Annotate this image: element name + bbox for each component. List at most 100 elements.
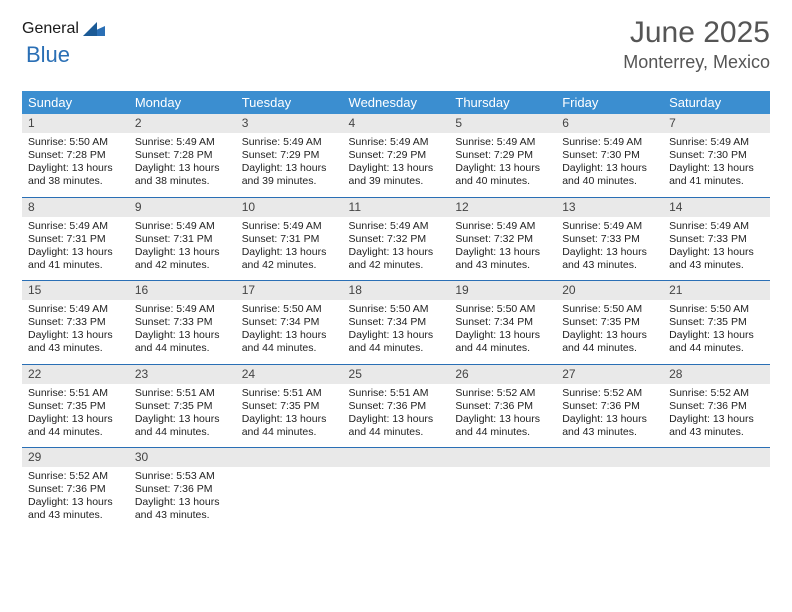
- calendar-table: Sunday Monday Tuesday Wednesday Thursday…: [22, 91, 770, 531]
- sunrise-line: Sunrise: 5:49 AM: [562, 136, 657, 149]
- day-body: Sunrise: 5:49 AMSunset: 7:28 PMDaylight:…: [129, 133, 236, 197]
- daylight-line: Daylight: 13 hours and 44 minutes.: [455, 329, 550, 355]
- calendar-day-cell: 28Sunrise: 5:52 AMSunset: 7:36 PMDayligh…: [663, 364, 770, 448]
- calendar-day-cell: [556, 448, 663, 531]
- day-body: Sunrise: 5:49 AMSunset: 7:29 PMDaylight:…: [343, 133, 450, 197]
- page-subtitle: Monterrey, Mexico: [623, 52, 770, 73]
- day-number: 11: [343, 198, 450, 217]
- title-block: June 2025 Monterrey, Mexico: [623, 16, 770, 73]
- daylight-line: Daylight: 13 hours and 44 minutes.: [135, 413, 230, 439]
- sunrise-line: Sunrise: 5:49 AM: [455, 136, 550, 149]
- daylight-line: Daylight: 13 hours and 44 minutes.: [135, 329, 230, 355]
- sunrise-line: Sunrise: 5:49 AM: [562, 220, 657, 233]
- calendar-day-cell: 2Sunrise: 5:49 AMSunset: 7:28 PMDaylight…: [129, 114, 236, 197]
- calendar-week-row: 8Sunrise: 5:49 AMSunset: 7:31 PMDaylight…: [22, 197, 770, 281]
- daylight-line: Daylight: 13 hours and 43 minutes.: [28, 496, 123, 522]
- brand-logo: General: [22, 20, 107, 38]
- daylight-line: Daylight: 13 hours and 42 minutes.: [135, 246, 230, 272]
- calendar-day-cell: 13Sunrise: 5:49 AMSunset: 7:33 PMDayligh…: [556, 197, 663, 281]
- day-body-empty: [449, 467, 556, 527]
- sunset-line: Sunset: 7:33 PM: [669, 233, 764, 246]
- sunset-line: Sunset: 7:28 PM: [135, 149, 230, 162]
- calendar-day-cell: 18Sunrise: 5:50 AMSunset: 7:34 PMDayligh…: [343, 281, 450, 365]
- calendar-day-cell: [343, 448, 450, 531]
- weekday-header: Monday: [129, 91, 236, 114]
- sunset-line: Sunset: 7:31 PM: [28, 233, 123, 246]
- day-number: 7: [663, 114, 770, 133]
- sunrise-line: Sunrise: 5:49 AM: [669, 136, 764, 149]
- brand-word-1: General: [22, 20, 79, 38]
- calendar-day-cell: 4Sunrise: 5:49 AMSunset: 7:29 PMDaylight…: [343, 114, 450, 197]
- day-number: 24: [236, 365, 343, 384]
- sunrise-line: Sunrise: 5:50 AM: [455, 303, 550, 316]
- day-body: Sunrise: 5:49 AMSunset: 7:32 PMDaylight:…: [449, 217, 556, 281]
- day-body: Sunrise: 5:51 AMSunset: 7:35 PMDaylight:…: [22, 384, 129, 448]
- daylight-line: Daylight: 13 hours and 44 minutes.: [349, 413, 444, 439]
- sunrise-line: Sunrise: 5:49 AM: [28, 220, 123, 233]
- sunset-line: Sunset: 7:30 PM: [669, 149, 764, 162]
- sunset-line: Sunset: 7:36 PM: [349, 400, 444, 413]
- calendar-week-row: 29Sunrise: 5:52 AMSunset: 7:36 PMDayligh…: [22, 448, 770, 531]
- day-number-empty: [556, 448, 663, 467]
- daylight-line: Daylight: 13 hours and 43 minutes.: [669, 413, 764, 439]
- sunrise-line: Sunrise: 5:52 AM: [28, 470, 123, 483]
- calendar-day-cell: 21Sunrise: 5:50 AMSunset: 7:35 PMDayligh…: [663, 281, 770, 365]
- weekday-header: Saturday: [663, 91, 770, 114]
- calendar-day-cell: 26Sunrise: 5:52 AMSunset: 7:36 PMDayligh…: [449, 364, 556, 448]
- sunrise-line: Sunrise: 5:51 AM: [349, 387, 444, 400]
- sunset-line: Sunset: 7:34 PM: [455, 316, 550, 329]
- day-number: 18: [343, 281, 450, 300]
- day-body: Sunrise: 5:49 AMSunset: 7:33 PMDaylight:…: [663, 217, 770, 281]
- daylight-line: Daylight: 13 hours and 40 minutes.: [562, 162, 657, 188]
- day-body: Sunrise: 5:49 AMSunset: 7:31 PMDaylight:…: [236, 217, 343, 281]
- daylight-line: Daylight: 13 hours and 44 minutes.: [455, 413, 550, 439]
- sunset-line: Sunset: 7:36 PM: [135, 483, 230, 496]
- day-number: 9: [129, 198, 236, 217]
- day-body: Sunrise: 5:51 AMSunset: 7:35 PMDaylight:…: [129, 384, 236, 448]
- sunset-line: Sunset: 7:33 PM: [135, 316, 230, 329]
- sunrise-line: Sunrise: 5:50 AM: [28, 136, 123, 149]
- day-body: Sunrise: 5:51 AMSunset: 7:36 PMDaylight:…: [343, 384, 450, 448]
- day-body: Sunrise: 5:49 AMSunset: 7:31 PMDaylight:…: [22, 217, 129, 281]
- weekday-header: Sunday: [22, 91, 129, 114]
- daylight-line: Daylight: 13 hours and 44 minutes.: [28, 413, 123, 439]
- calendar-day-cell: 3Sunrise: 5:49 AMSunset: 7:29 PMDaylight…: [236, 114, 343, 197]
- daylight-line: Daylight: 13 hours and 42 minutes.: [349, 246, 444, 272]
- day-body: Sunrise: 5:49 AMSunset: 7:33 PMDaylight:…: [22, 300, 129, 364]
- daylight-line: Daylight: 13 hours and 44 minutes.: [562, 329, 657, 355]
- day-number: 4: [343, 114, 450, 133]
- day-number: 25: [343, 365, 450, 384]
- daylight-line: Daylight: 13 hours and 43 minutes.: [135, 496, 230, 522]
- sunrise-line: Sunrise: 5:49 AM: [242, 220, 337, 233]
- day-body: Sunrise: 5:52 AMSunset: 7:36 PMDaylight:…: [22, 467, 129, 531]
- sunrise-line: Sunrise: 5:49 AM: [135, 136, 230, 149]
- sunrise-line: Sunrise: 5:51 AM: [135, 387, 230, 400]
- calendar-day-cell: 16Sunrise: 5:49 AMSunset: 7:33 PMDayligh…: [129, 281, 236, 365]
- calendar-day-cell: 25Sunrise: 5:51 AMSunset: 7:36 PMDayligh…: [343, 364, 450, 448]
- day-number: 12: [449, 198, 556, 217]
- daylight-line: Daylight: 13 hours and 44 minutes.: [349, 329, 444, 355]
- calendar-week-row: 22Sunrise: 5:51 AMSunset: 7:35 PMDayligh…: [22, 364, 770, 448]
- day-body-empty: [663, 467, 770, 527]
- day-number: 28: [663, 365, 770, 384]
- day-number: 19: [449, 281, 556, 300]
- day-number: 27: [556, 365, 663, 384]
- sunrise-line: Sunrise: 5:51 AM: [242, 387, 337, 400]
- sunrise-line: Sunrise: 5:49 AM: [135, 220, 230, 233]
- day-number-empty: [663, 448, 770, 467]
- calendar-day-cell: 24Sunrise: 5:51 AMSunset: 7:35 PMDayligh…: [236, 364, 343, 448]
- day-number: 13: [556, 198, 663, 217]
- day-number: 22: [22, 365, 129, 384]
- calendar-day-cell: 6Sunrise: 5:49 AMSunset: 7:30 PMDaylight…: [556, 114, 663, 197]
- calendar-day-cell: 30Sunrise: 5:53 AMSunset: 7:36 PMDayligh…: [129, 448, 236, 531]
- sunset-line: Sunset: 7:35 PM: [28, 400, 123, 413]
- day-number: 5: [449, 114, 556, 133]
- day-number: 2: [129, 114, 236, 133]
- day-number: 23: [129, 365, 236, 384]
- sunset-line: Sunset: 7:30 PM: [562, 149, 657, 162]
- calendar-day-cell: 23Sunrise: 5:51 AMSunset: 7:35 PMDayligh…: [129, 364, 236, 448]
- day-body: Sunrise: 5:50 AMSunset: 7:35 PMDaylight:…: [663, 300, 770, 364]
- calendar-week-row: 15Sunrise: 5:49 AMSunset: 7:33 PMDayligh…: [22, 281, 770, 365]
- day-body: Sunrise: 5:49 AMSunset: 7:32 PMDaylight:…: [343, 217, 450, 281]
- sunset-line: Sunset: 7:34 PM: [349, 316, 444, 329]
